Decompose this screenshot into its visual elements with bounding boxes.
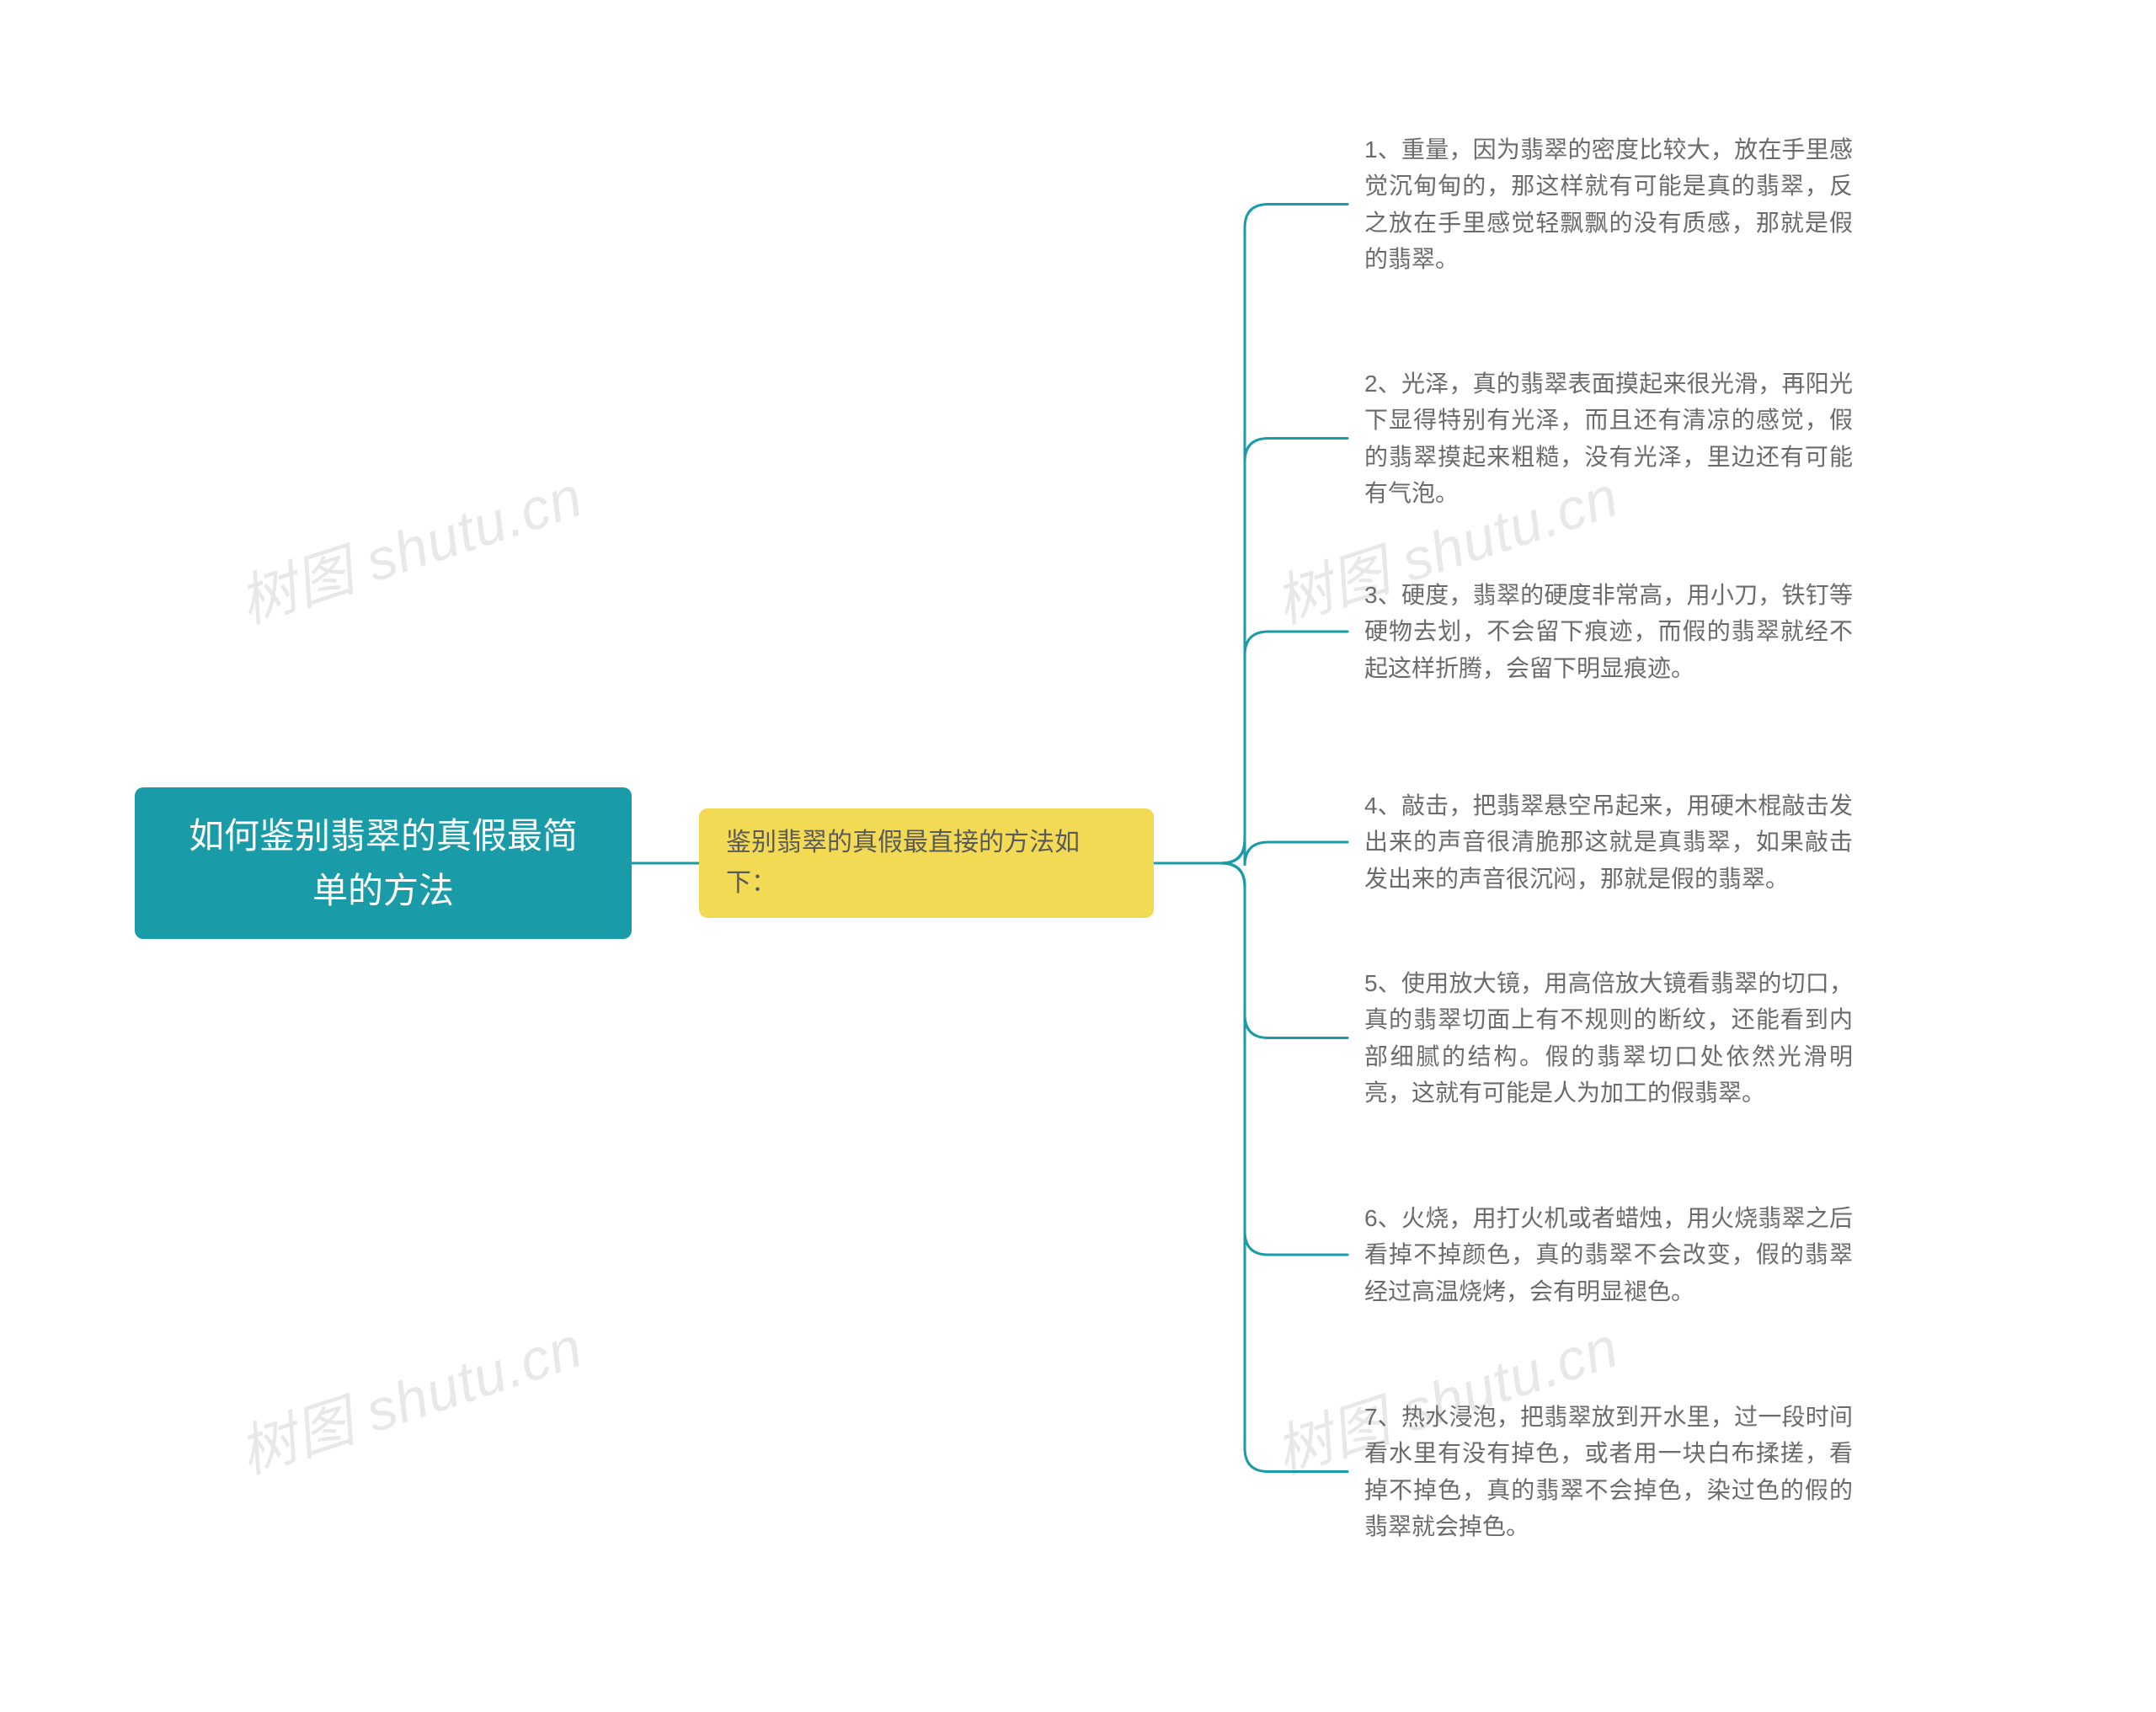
leaf-node[interactable]: 6、火烧，用打火机或者蜡烛，用火烧翡翠之后看掉不掉颜色，真的翡翠不会改变，假的翡… — [1364, 1196, 1853, 1314]
branch-node-label: 鉴别翡翠的真假最直接的方法如下： — [726, 823, 1127, 904]
leaf-node-label: 6、火烧，用打火机或者蜡烛，用火烧翡翠之后看掉不掉颜色，真的翡翠不会改变，假的翡… — [1364, 1200, 1853, 1309]
leaf-node[interactable]: 3、硬度，翡翠的硬度非常高，用小刀，铁钉等硬物去划，不会留下痕迹，而假的翡翠就经… — [1364, 573, 1853, 691]
leaf-node[interactable]: 7、热水浸泡，把翡翠放到开水里，过一段时间看水里有没有掉色，或者用一块白布揉搓，… — [1364, 1394, 1853, 1549]
root-node[interactable]: 如何鉴别翡翠的真假最简单的方法 — [135, 787, 632, 939]
leaf-node-label: 3、硬度，翡翠的硬度非常高，用小刀，铁钉等硬物去划，不会留下痕迹，而假的翡翠就经… — [1364, 577, 1853, 686]
leaf-node[interactable]: 1、重量，因为翡翠的密度比较大，放在手里感觉沉甸甸的，那这样就有可能是真的翡翠，… — [1364, 126, 1853, 282]
root-node-label: 如何鉴别翡翠的真假最简单的方法 — [172, 808, 595, 918]
leaf-node-label: 1、重量，因为翡翠的密度比较大，放在手里感觉沉甸甸的，那这样就有可能是真的翡翠，… — [1364, 131, 1853, 278]
leaf-node[interactable]: 4、敲击，把翡翠悬空吊起来，用硬木棍敲击发出来的声音很清脆那这就是真翡翠，如果敲… — [1364, 783, 1853, 901]
watermark: 树图 shutu.cn — [227, 1300, 591, 1490]
leaf-node-label: 2、光泽，真的翡翠表面摸起来很光滑，再阳光下显得特别有光泽，而且还有清凉的感觉，… — [1364, 365, 1853, 512]
leaf-node-label: 5、使用放大镜，用高倍放大镜看翡翠的切口，真的翡翠切面上有不规则的断纹，还能看到… — [1364, 965, 1853, 1112]
leaf-node[interactable]: 2、光泽，真的翡翠表面摸起来很光滑，再阳光下显得特别有光泽，而且还有清凉的感觉，… — [1364, 360, 1853, 516]
branch-node[interactable]: 鉴别翡翠的真假最直接的方法如下： — [699, 808, 1154, 918]
mindmap-stage: 树图 shutu.cn 树图 shutu.cn 树图 shutu.cn 树图 s… — [0, 0, 2156, 1712]
leaf-node-label: 7、热水浸泡，把翡翠放到开水里，过一段时间看水里有没有掉色，或者用一块白布揉搓，… — [1364, 1399, 1853, 1545]
leaf-node[interactable]: 5、使用放大镜，用高倍放大镜看翡翠的切口，真的翡翠切面上有不规则的断纹，还能看到… — [1364, 960, 1853, 1116]
leaf-node-label: 4、敲击，把翡翠悬空吊起来，用硬木棍敲击发出来的声音很清脆那这就是真翡翠，如果敲… — [1364, 787, 1853, 897]
watermark: 树图 shutu.cn — [227, 450, 591, 639]
